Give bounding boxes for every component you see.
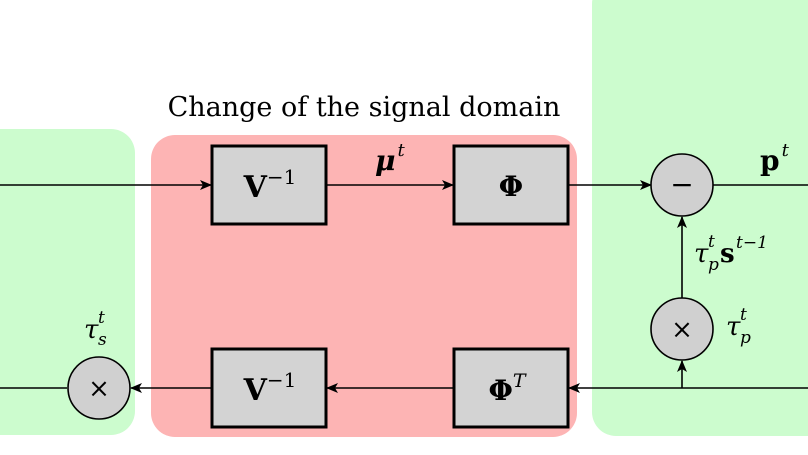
minus-node: −	[650, 153, 714, 217]
svg-text:ΦT: ΦT	[488, 370, 526, 407]
label-mu-sup: t	[398, 140, 406, 161]
block-phi-top: Φ	[452, 144, 570, 226]
diagram-title: Change of the signal domain	[168, 92, 561, 123]
block-phi-top-base: Φ	[499, 170, 523, 203]
times-left-symbol: ×	[88, 374, 110, 404]
label-tau-p-sup: t	[740, 305, 747, 325]
block-v-inverse-bottom-sup: −1	[267, 368, 296, 392]
block-v-inverse-bottom: V−1	[210, 347, 328, 429]
times-right-symbol: ×	[671, 315, 693, 345]
svg-text:V−1: V−1	[243, 368, 297, 408]
label-tau-p-s-s: s	[720, 239, 735, 269]
svg-text:Φ: Φ	[499, 170, 523, 203]
label-tau-p-s-tau: τ	[694, 239, 709, 269]
label-tau-p-s-sub: p	[708, 255, 719, 275]
label-tau-s-base: τ	[84, 315, 99, 345]
label-tau-s: τ t s	[84, 308, 107, 350]
label-tau-p-s: τ t p s t−1	[694, 232, 768, 275]
label-tau-p-base: τ	[726, 312, 741, 342]
label-mu-base: μ	[375, 144, 396, 177]
block-v-inverse-top: V−1	[210, 144, 328, 226]
block-v-inverse-top-sup: −1	[267, 165, 296, 189]
svg-text:V−1: V−1	[243, 165, 297, 205]
block-phi-transpose-base: Φ	[488, 374, 512, 407]
label-tau-p-s-sup2: t−1	[736, 233, 768, 253]
label-tau-p-sub: p	[740, 328, 751, 348]
block-phi-transpose-sup: T	[513, 370, 527, 392]
label-p-sup: t	[782, 140, 790, 161]
block-phi-transpose-bottom: ΦT	[452, 347, 570, 429]
block-v-inverse-top-base: V	[243, 170, 268, 205]
minus-symbol: −	[670, 168, 693, 201]
times-node-right: ×	[650, 297, 714, 361]
block-v-inverse-bottom-base: V	[243, 373, 268, 408]
label-tau-p: τ t p	[726, 305, 751, 348]
times-node-left: ×	[67, 356, 131, 420]
right-green-region	[592, 0, 808, 436]
label-tau-p-s-sup: t	[708, 232, 715, 252]
label-p-base: p	[760, 144, 780, 177]
label-tau-s-sup: t	[98, 308, 105, 328]
label-tau-s-sub: s	[98, 330, 107, 350]
